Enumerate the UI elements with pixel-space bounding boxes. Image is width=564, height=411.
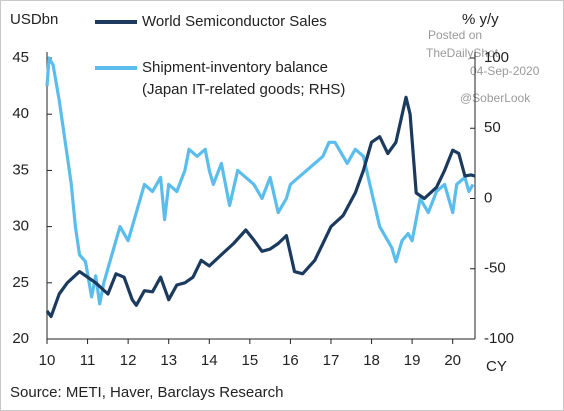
y2-axis-label: % y/y [462, 11, 499, 28]
y-tick-label: 25 [12, 274, 29, 291]
x-tick-label: 10 [39, 352, 56, 369]
watermark: @SoberLook [460, 91, 531, 105]
y2-tick-label: 50 [484, 119, 501, 136]
y-tick-label: 45 [12, 49, 29, 66]
series-line [45, 95, 476, 319]
x-tick-label: 16 [282, 352, 299, 369]
x-tick-label: 17 [323, 352, 340, 369]
x-tick-label: 20 [444, 352, 461, 369]
legend-note: (Japan IT-related goods; RHS) [142, 81, 345, 98]
x-tick-label: 12 [120, 352, 137, 369]
y2-tick-label: -100 [484, 330, 514, 347]
y-tick-label: 40 [12, 105, 29, 122]
y2-tick-label: 100 [484, 49, 509, 66]
x-tick-label: 18 [363, 352, 380, 369]
x-tick-label: 13 [160, 352, 177, 369]
y-tick-label: 20 [12, 330, 29, 347]
source: Source: METI, Haver, Barclays Research [10, 384, 283, 401]
y2-tick-label: -50 [484, 260, 506, 277]
watermark: 04-Sep-2020 [470, 64, 540, 78]
x-tick-label: 15 [241, 352, 258, 369]
series-line [45, 56, 475, 306]
legend-label: Shipment-inventory balance [142, 59, 328, 76]
y-tick-label: 30 [12, 218, 29, 235]
x-tick-label: 11 [80, 352, 96, 369]
y2-tick-label: 0 [484, 189, 492, 206]
legend-label: World Semiconductor Sales [142, 13, 327, 30]
x-tick-label: 19 [404, 352, 421, 369]
y-axis-label: USDbn [10, 11, 58, 28]
y-tick-label: 35 [12, 161, 29, 178]
x-tick-label: 14 [201, 352, 218, 369]
watermark: TheDailyShot [426, 46, 499, 60]
watermark: Posted on [428, 28, 482, 42]
x-axis-label: CY [486, 358, 507, 375]
